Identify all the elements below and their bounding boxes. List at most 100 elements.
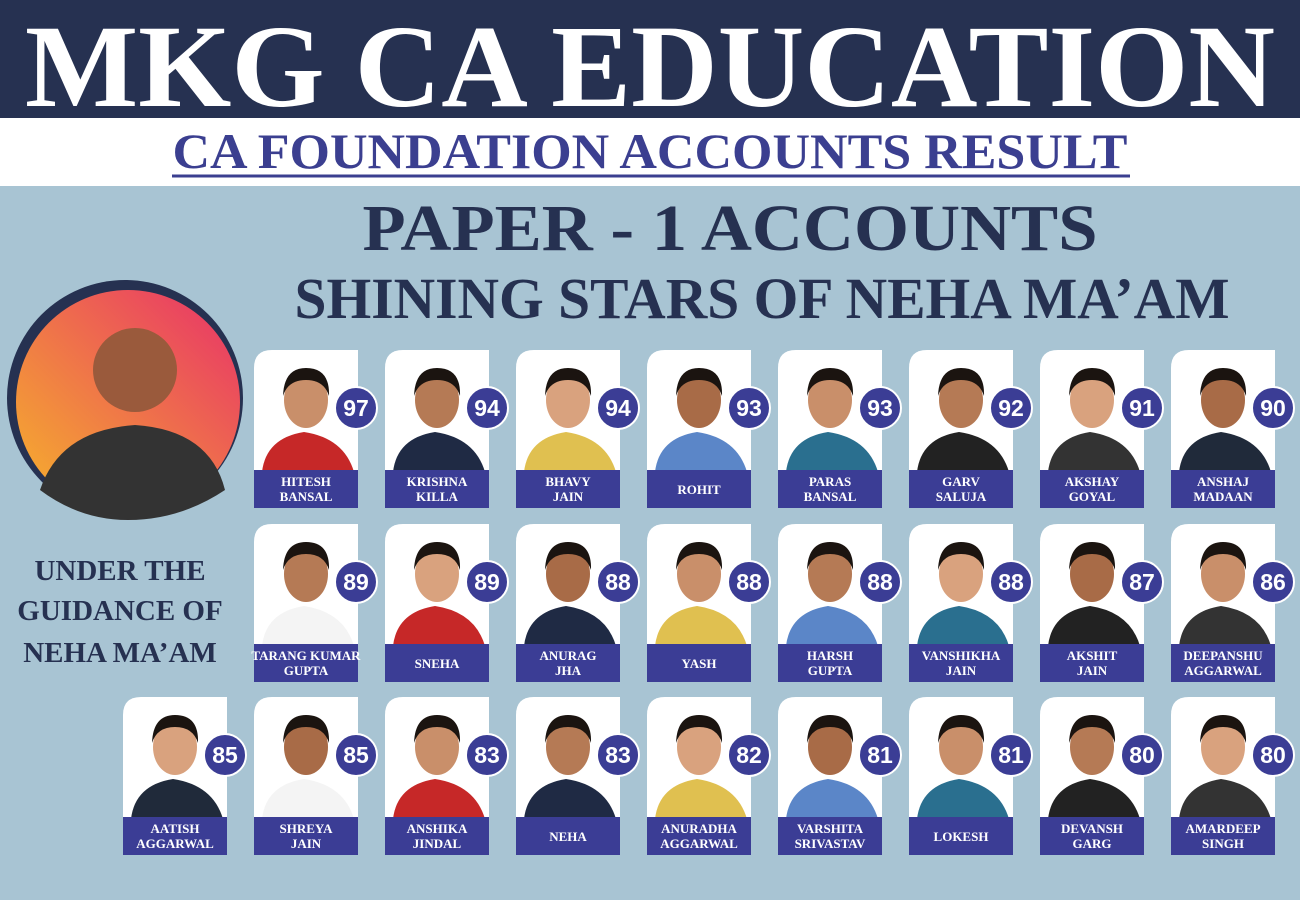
student-name: JAIN (946, 663, 977, 678)
student-name: JAIN (291, 836, 322, 851)
score-badge (465, 560, 509, 604)
student-name: SHREYA (280, 821, 334, 836)
score: 89 (343, 569, 369, 595)
student-name: SRIVASTAV (795, 836, 866, 851)
student-hair (283, 715, 330, 743)
student-face (808, 546, 852, 602)
student-hair (545, 368, 592, 396)
name-box (778, 817, 882, 855)
score: 90 (1260, 395, 1286, 421)
score: 97 (343, 395, 369, 421)
score: 89 (474, 569, 500, 595)
score-badge (727, 560, 771, 604)
student-name: JAIN (1077, 663, 1108, 678)
name-box (385, 470, 489, 508)
student-body (262, 606, 354, 646)
student-body (524, 779, 616, 819)
student-name: BANSAL (804, 489, 857, 504)
student-face (284, 546, 328, 602)
student-name: ANSHIKA (407, 821, 468, 836)
student-body (1048, 779, 1140, 819)
student-body (1179, 432, 1271, 472)
student-face (1070, 546, 1114, 602)
student-name: JHA (555, 663, 582, 678)
name-box (516, 470, 620, 508)
student-name: DEVANSH (1061, 821, 1123, 836)
student-hair (938, 715, 985, 743)
score-badge (727, 733, 771, 777)
student-name: AGGARWAL (1184, 663, 1262, 678)
student-name: ANSHAJ (1197, 474, 1250, 489)
student-name: AATISH (151, 821, 200, 836)
student-hair (283, 542, 330, 570)
score-badge (989, 560, 1033, 604)
student-hair (545, 715, 592, 743)
student-face (546, 372, 590, 428)
score-badge (858, 386, 902, 430)
score: 92 (998, 395, 1024, 421)
name-box (909, 644, 1013, 682)
student-body (655, 779, 747, 819)
student-name: ANURADHA (661, 821, 737, 836)
student-hair (676, 542, 723, 570)
student-face (415, 546, 459, 602)
score: 85 (212, 742, 238, 768)
student-body (917, 432, 1009, 472)
subtitle: CA FOUNDATION ACCOUNTS RESULT (173, 123, 1128, 179)
student-face (939, 719, 983, 775)
student-name: AKSHIT (1067, 648, 1118, 663)
title: MKG CA EDUCATION (25, 1, 1275, 132)
score-badge (596, 733, 640, 777)
score-badge (1251, 386, 1295, 430)
name-box (1171, 644, 1275, 682)
score-badge (203, 733, 247, 777)
student-face (808, 372, 852, 428)
student-name: NEHA (549, 829, 587, 844)
score: 81 (998, 742, 1024, 768)
student-hair (676, 368, 723, 396)
name-box (1171, 470, 1275, 508)
student-name: AMARDEEP (1185, 821, 1260, 836)
score-badge (465, 733, 509, 777)
student-hair (1200, 715, 1247, 743)
score-badge (858, 733, 902, 777)
score: 93 (736, 395, 762, 421)
score-badge (989, 733, 1033, 777)
score: 83 (474, 742, 500, 768)
student-name: VANSHIKHA (922, 648, 1001, 663)
student-name: BHAVY (545, 474, 591, 489)
student-body (393, 606, 485, 646)
score: 80 (1129, 742, 1155, 768)
name-box (778, 470, 882, 508)
student-face (546, 719, 590, 775)
student-name: KRISHNA (407, 474, 468, 489)
score-badge (334, 386, 378, 430)
student-name: ROHIT (677, 482, 721, 497)
score-badge (1251, 733, 1295, 777)
score: 81 (867, 742, 893, 768)
student-face (1070, 719, 1114, 775)
score: 80 (1260, 742, 1286, 768)
student-name: PARAS (809, 474, 851, 489)
student-body (655, 432, 747, 472)
name-box (647, 470, 751, 508)
student-face (284, 372, 328, 428)
student-hair (807, 715, 854, 743)
student-name: BANSAL (280, 489, 333, 504)
name-box (1040, 817, 1144, 855)
teacher-body (40, 425, 225, 520)
name-box (385, 644, 489, 682)
name-box (385, 817, 489, 855)
student-name: HARSH (807, 648, 853, 663)
score-badge (1120, 386, 1164, 430)
student-name: AGGARWAL (136, 836, 214, 851)
student-body (524, 606, 616, 646)
score: 94 (605, 395, 631, 421)
student-body (393, 779, 485, 819)
student-name: YASH (682, 656, 717, 671)
student-face (677, 546, 721, 602)
student-hair (1069, 542, 1116, 570)
name-box (778, 644, 882, 682)
student-face (1201, 719, 1245, 775)
